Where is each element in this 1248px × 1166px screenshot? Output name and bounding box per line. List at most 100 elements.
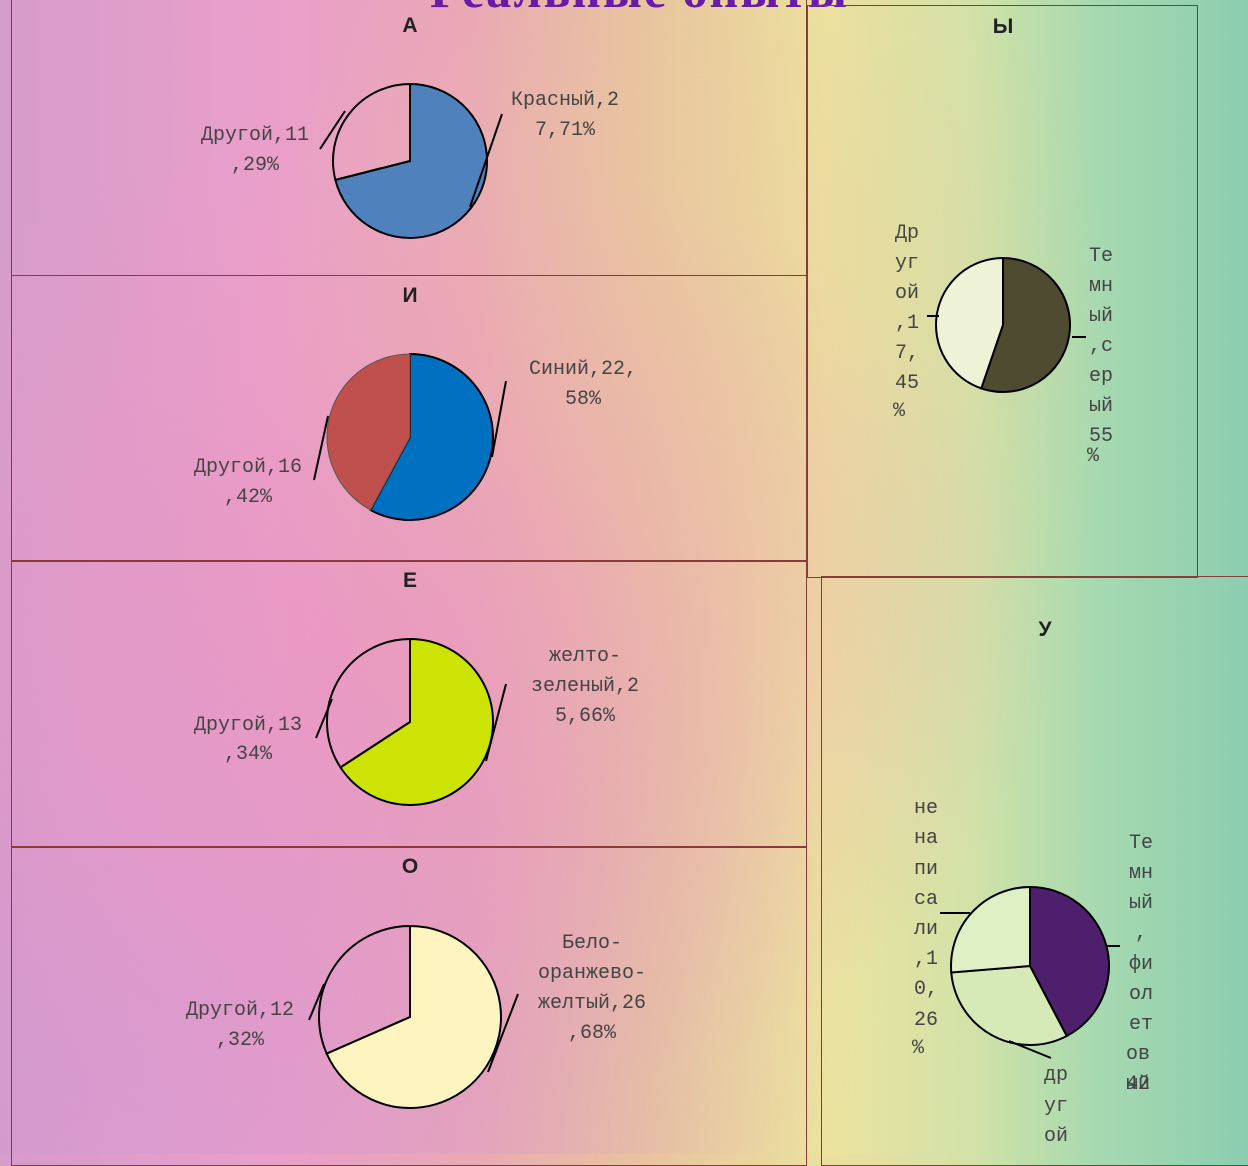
chart-panel-u: У Те мн ый , фи ол ет ов ый 42 др уг ой … bbox=[821, 576, 1248, 1166]
chart-title-u: У bbox=[1038, 618, 1052, 641]
data-label-not-written-2: на bbox=[914, 827, 938, 850]
data-label-other-u-2: уг bbox=[1044, 1095, 1068, 1118]
pie-slice-red bbox=[334, 82, 488, 239]
chart-panel-i: И Синий,22, 58% Другой,16 ,42% bbox=[11, 275, 807, 562]
data-label-white-orange-yellow-4: ,68% bbox=[568, 1022, 617, 1045]
chart-title-a: А bbox=[402, 14, 417, 37]
data-label-yellow-green-1: желто- bbox=[549, 645, 621, 668]
slide-title: Реальные опыты bbox=[430, 0, 1090, 10]
leader-line-other-o bbox=[308, 983, 325, 1021]
pie-slice-other-i bbox=[326, 353, 411, 511]
data-label-not-written-5: ли bbox=[914, 918, 938, 941]
data-label-other-u-1: др bbox=[1044, 1064, 1068, 1087]
data-label-dark-violet-8: ов bbox=[1126, 1043, 1150, 1066]
data-label-dark-violet-6: ол bbox=[1129, 983, 1153, 1006]
data-label-not-written-8: 26 bbox=[914, 1009, 938, 1032]
data-label-dark-violet-9: ый bbox=[1126, 1073, 1150, 1096]
data-label-not-written-7: 0, bbox=[914, 978, 938, 1001]
pie-slice-dark-violet bbox=[1029, 885, 1110, 1038]
data-label-dark-gray-3: ый bbox=[1089, 305, 1113, 328]
pie-chart-i: И Синий,22, 58% Другой,16 ,42% bbox=[194, 284, 637, 521]
data-label-yellow-green-2: зеленый,2 bbox=[531, 675, 639, 698]
slices-a bbox=[332, 82, 488, 239]
data-label-red-2: 7,71% bbox=[535, 119, 596, 142]
data-label-other-y-1: Др bbox=[895, 222, 919, 245]
data-label-other-o-1: Другой,12 bbox=[186, 999, 294, 1022]
data-label-dark-gray-2: мн bbox=[1089, 275, 1113, 298]
chart-panel-e: Е желто- зеленый,2 5,66% Другой,13 ,34% bbox=[11, 560, 807, 848]
data-label-not-written-3: пи bbox=[914, 858, 938, 881]
leader-line-other-i bbox=[313, 415, 329, 481]
leader-line-other-u bbox=[1008, 1040, 1052, 1059]
data-label-other-y-3: ой bbox=[895, 282, 919, 305]
data-label-other-y-7: % bbox=[893, 400, 906, 423]
data-label-other-y-2: уг bbox=[895, 252, 919, 275]
chart-panel-o: О Бело- оранжево- желтый,26 ,68% Другой,… bbox=[11, 846, 807, 1166]
pie-slice-other-o bbox=[318, 924, 411, 1055]
data-label-other-e-2: ,34% bbox=[224, 743, 273, 766]
data-label-dark-gray-1: Те bbox=[1089, 245, 1113, 268]
data-label-white-orange-yellow-2: оранжево- bbox=[538, 962, 646, 985]
data-label-dark-gray-8: % bbox=[1087, 445, 1100, 468]
data-label-other-i-1: Другой,16 bbox=[194, 456, 302, 479]
leader-line-white-orange-yellow bbox=[487, 993, 519, 1073]
data-label-other-a-1: Другой,11 bbox=[201, 124, 309, 147]
data-label-other-y-5: 7, bbox=[895, 342, 919, 365]
slices-u bbox=[950, 885, 1110, 1046]
data-label-other-i-2: ,42% bbox=[224, 486, 273, 509]
data-label-other-e-1: Другой,13 bbox=[194, 714, 302, 737]
data-label-other-o-2: ,32% bbox=[216, 1029, 265, 1052]
chart-title-i: И bbox=[402, 284, 417, 307]
data-label-other-y-4: ,1 bbox=[895, 312, 919, 335]
data-label-other-u-3: ой bbox=[1044, 1125, 1068, 1148]
chart-panel-y: Ы Те мн ый ,с ер ый 55 % Др уг ой ,1 7, … bbox=[807, 5, 1198, 578]
data-label-not-written-6: ,1 bbox=[914, 948, 938, 971]
data-label-dark-gray-6: ый bbox=[1089, 395, 1113, 418]
pie-chart-o: О Бело- оранжево- желтый,26 ,68% Другой,… bbox=[186, 855, 646, 1109]
pie-slice-yellow-green bbox=[339, 637, 494, 806]
leader-line-red bbox=[469, 113, 503, 208]
leader-line-blue bbox=[491, 380, 507, 458]
data-label-dark-violet-5: фи bbox=[1129, 953, 1153, 976]
data-label-dark-gray-5: ер bbox=[1089, 365, 1113, 388]
pie-slice-other-a bbox=[332, 82, 411, 182]
pie-chart-u: У Те мн ый , фи ол ет ов ый 42 др уг ой … bbox=[912, 618, 1153, 1148]
data-label-other-a-2: ,29% bbox=[231, 154, 280, 177]
pie-slice-other-u bbox=[950, 964, 1069, 1046]
slices-o bbox=[318, 924, 502, 1109]
leader-line-other-a bbox=[319, 110, 346, 150]
pie-slice-white-orange-yellow bbox=[325, 924, 502, 1109]
pie-chart-y: Ы Те мн ый ,с ер ый 55 % Др уг ой ,1 7, … bbox=[893, 15, 1113, 468]
data-label-not-written-1: не bbox=[914, 797, 938, 820]
data-label-white-orange-yellow-3: желтый,26 bbox=[538, 992, 646, 1015]
chart-title-o: О bbox=[402, 855, 418, 878]
data-label-dark-violet-7: ет bbox=[1129, 1013, 1153, 1036]
data-label-other-y-6: 45 bbox=[895, 372, 919, 395]
data-label-blue-1: Синий,22, bbox=[529, 358, 637, 381]
data-label-dark-violet-2: мн bbox=[1129, 862, 1153, 885]
data-label-dark-violet-4: , bbox=[1135, 922, 1147, 945]
data-label-dark-violet-1: Те bbox=[1129, 832, 1153, 855]
slices-y bbox=[935, 256, 1071, 393]
data-label-blue-2: 58% bbox=[565, 388, 602, 411]
data-label-dark-violet-3: ый bbox=[1129, 892, 1153, 915]
pie-slice-other-y bbox=[935, 256, 1004, 390]
pie-slice-not-written bbox=[950, 885, 1031, 974]
data-label-yellow-green-3: 5,66% bbox=[555, 705, 616, 728]
chart-title-y: Ы bbox=[993, 15, 1014, 38]
chart-panel-a: А Красный,2 7,71% Другой,11 ,29% bbox=[11, 0, 807, 276]
data-label-red-1: Красный,2 bbox=[511, 89, 619, 112]
leader-line-yellow-green bbox=[485, 683, 507, 762]
pie-slice-blue bbox=[369, 352, 494, 521]
pie-chart-e: Е желто- зеленый,2 5,66% Другой,13 ,34% bbox=[194, 569, 639, 806]
slices-i bbox=[326, 352, 494, 521]
data-label-dark-gray-4: ,с bbox=[1089, 335, 1113, 358]
data-label-overlap-number: 42 bbox=[1126, 1073, 1150, 1096]
data-label-not-written-4: са bbox=[914, 888, 938, 911]
leader-line-other-e bbox=[315, 698, 333, 739]
data-label-white-orange-yellow-1: Бело- bbox=[562, 932, 622, 955]
chart-title-e: Е bbox=[403, 569, 417, 592]
data-label-not-written-9: % bbox=[912, 1037, 925, 1060]
pie-slice-other-e bbox=[326, 637, 411, 769]
pie-chart-a: А Красный,2 7,71% Другой,11 ,29% bbox=[201, 14, 619, 239]
